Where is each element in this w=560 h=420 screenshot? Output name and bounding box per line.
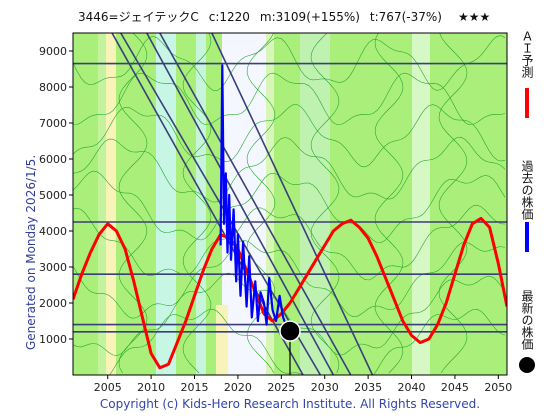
legend-label: 過去の株価	[520, 160, 534, 220]
x-tick-label: 2015	[181, 381, 209, 394]
stat-target: t:767(-37%)	[370, 10, 442, 24]
stat-current: c:1220	[209, 10, 250, 24]
trend-line	[159, 33, 352, 375]
ai-forecast-line	[73, 216, 507, 370]
legend-item: 最新の株価	[519, 290, 535, 373]
y-tick-label: 1000	[39, 333, 67, 346]
x-tick-label: 2010	[137, 381, 165, 394]
plot-background	[73, 33, 507, 375]
x-tick-label: 2005	[94, 381, 122, 394]
x-tick-label: 2020	[224, 381, 252, 394]
x-tick-label: 2045	[441, 381, 469, 394]
legend-item: ＡＩ予測	[520, 30, 534, 118]
y-tick-label: 3000	[39, 261, 67, 274]
x-tick-label: 2025	[267, 381, 295, 394]
legend-swatch	[519, 357, 535, 373]
x-tick-label: 2040	[398, 381, 426, 394]
x-axis: 2005 2010 2015 2020 2025 2030 2035 2040 2045 2050	[94, 375, 512, 394]
y-tick-label: 6000	[39, 153, 67, 166]
latest-price-dot	[279, 320, 301, 342]
legend-item: 過去の株価	[520, 160, 534, 252]
legend-label: 最新の株価	[520, 290, 534, 350]
trend-line	[211, 33, 374, 375]
y-tick-label: 4000	[39, 225, 67, 238]
trend-line	[146, 33, 335, 375]
rating-stars: ★★★	[458, 10, 490, 24]
x-tick-label: 2035	[354, 381, 382, 394]
y-tick-label: 9000	[39, 45, 67, 58]
title-name: 3446=ジェイテックC	[78, 10, 199, 24]
y-tick-label: 8000	[39, 81, 67, 94]
past-price-line	[219, 64, 291, 332]
stat-max: m:3109(+155%)	[260, 10, 360, 24]
y-axis: 1000 2000 3000 4000 5000 6000 7000 8000 9000	[39, 45, 73, 346]
plot-frame	[72, 32, 508, 376]
x-tick-label: 2050	[484, 381, 512, 394]
generated-date: Generated on Monday 2026/1/5.	[24, 155, 38, 350]
y-tick-label: 7000	[39, 117, 67, 130]
y-tick-label: 5000	[39, 189, 67, 202]
y-tick-label: 2000	[39, 297, 67, 310]
x-tick-label: 2030	[311, 381, 339, 394]
legend-label: ＡＩ予測	[520, 30, 534, 79]
chart-title: 3446=ジェイテックC c:1220 m:3109(+155%) t:767(-37…	[78, 10, 442, 24]
copyright: Copyright (c) Kids-Hero Research Institu…	[100, 397, 480, 411]
